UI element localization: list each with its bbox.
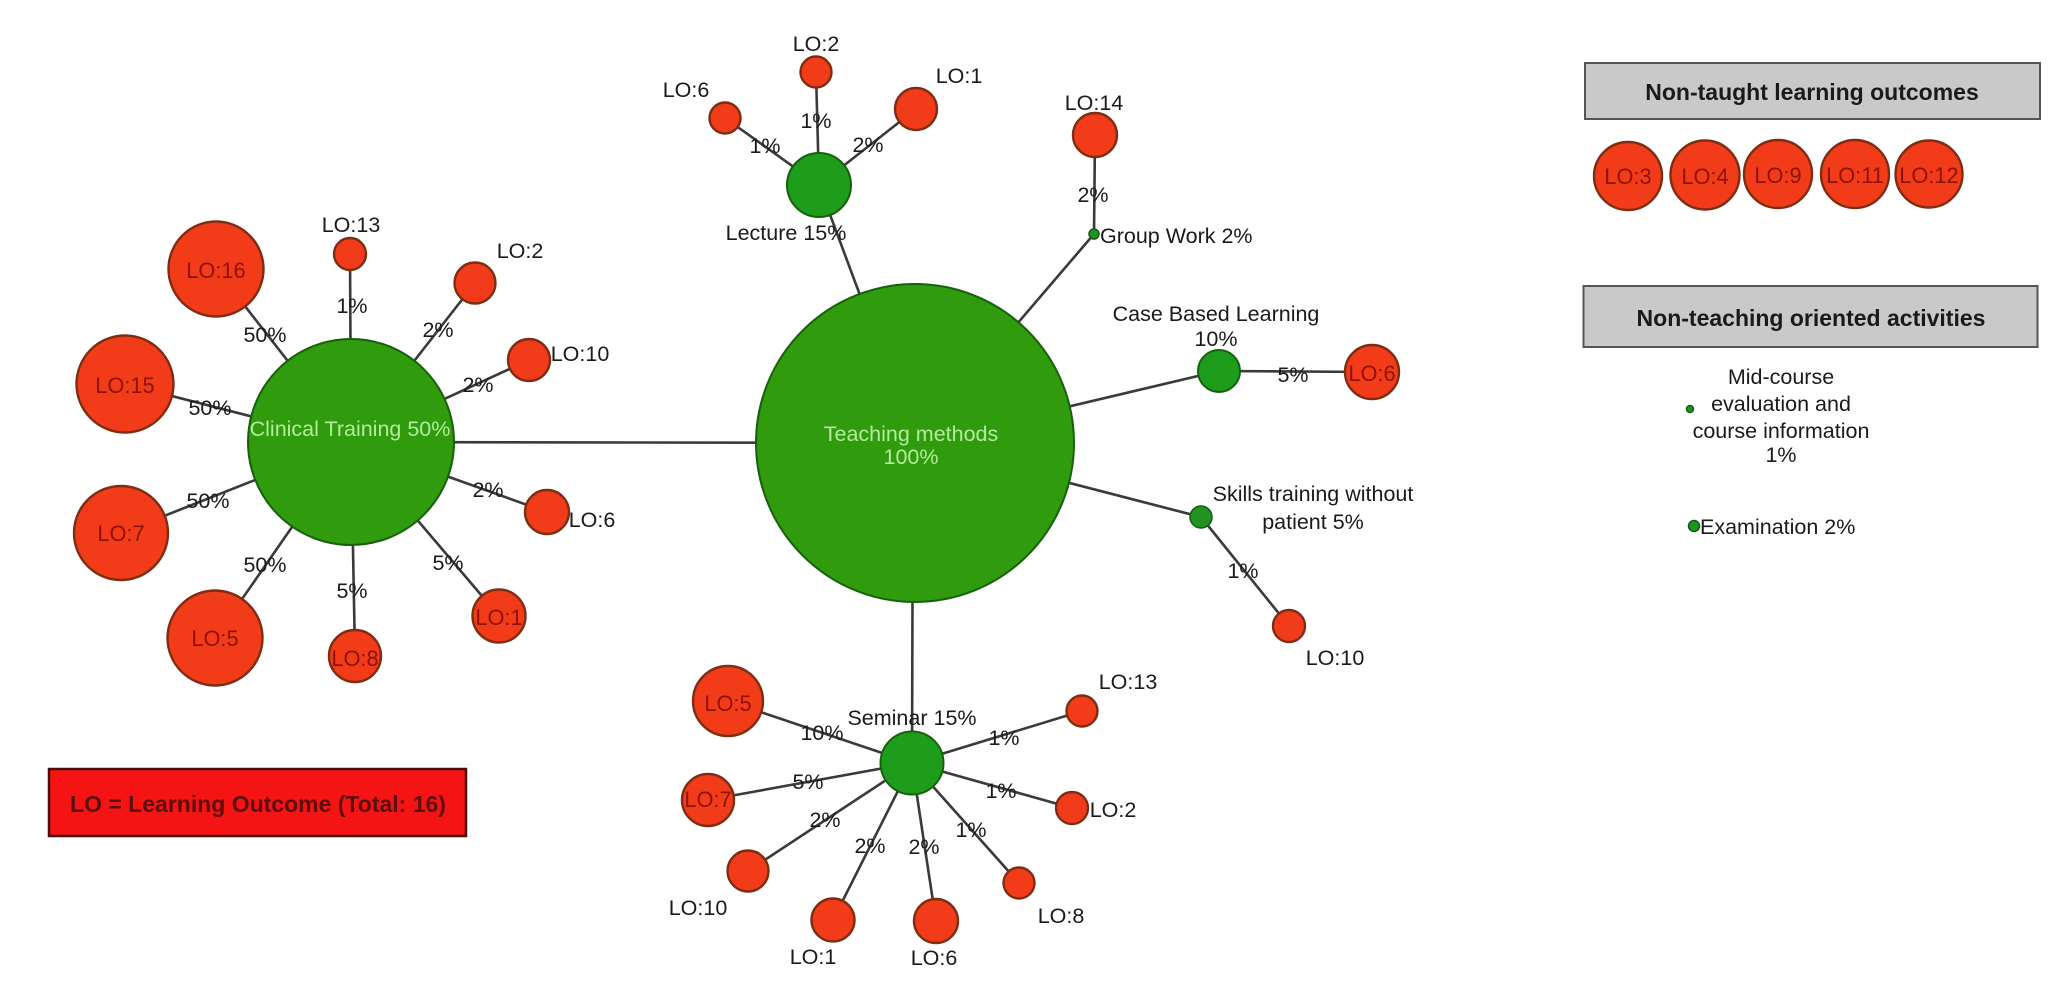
svg-text:LO:10: LO:10	[551, 342, 610, 366]
svg-text:LO:11: LO:11	[1826, 163, 1884, 188]
svg-text:LO:3: LO:3	[1604, 164, 1651, 189]
svg-text:LO:13: LO:13	[1099, 670, 1158, 694]
svg-text:Clinical Training 50%: Clinical Training 50%	[250, 417, 451, 441]
svg-text:1%: 1%	[988, 726, 1019, 750]
svg-text:LO:15: LO:15	[95, 373, 154, 398]
svg-text:2%: 2%	[852, 133, 883, 157]
svg-text:1%: 1%	[985, 779, 1016, 803]
svg-text:patient 5%: patient 5%	[1262, 510, 1364, 534]
svg-text:1%: 1%	[336, 294, 367, 318]
svg-text:LO:10: LO:10	[1306, 646, 1365, 670]
svg-text:2%: 2%	[1077, 183, 1108, 207]
svg-text:10%: 10%	[1194, 327, 1237, 351]
svg-text:2%: 2%	[809, 808, 840, 832]
svg-text:LO:1: LO:1	[475, 605, 522, 630]
svg-text:LO:6: LO:6	[1348, 361, 1395, 386]
svg-text:1%: 1%	[749, 134, 780, 158]
svg-text:Skills training without: Skills training without	[1213, 482, 1414, 506]
svg-text:Lecture 15%: Lecture 15%	[726, 221, 847, 245]
svg-text:LO:8: LO:8	[1038, 904, 1085, 928]
svg-text:LO:8: LO:8	[331, 646, 378, 671]
svg-text:LO:12: LO:12	[1899, 163, 1958, 188]
svg-text:10%: 10%	[800, 721, 843, 745]
svg-text:Non-teaching oriented activiti: Non-teaching oriented activities	[1637, 305, 1986, 331]
svg-text:50%: 50%	[243, 553, 286, 577]
svg-text:LO:6: LO:6	[663, 78, 710, 102]
svg-text:100%: 100%	[884, 445, 939, 469]
svg-text:Examination 2%: Examination 2%	[1700, 515, 1855, 539]
svg-text:LO:6: LO:6	[911, 946, 958, 970]
svg-text:5%: 5%	[336, 579, 367, 603]
svg-text:LO:16: LO:16	[186, 258, 245, 283]
svg-text:5%: 5%	[1277, 363, 1308, 387]
svg-text:LO:10: LO:10	[669, 896, 728, 920]
svg-text:1%: 1%	[1765, 443, 1796, 467]
svg-text:LO:1: LO:1	[790, 945, 837, 969]
svg-text:1%: 1%	[955, 818, 986, 842]
svg-text:LO:4: LO:4	[1681, 164, 1728, 189]
svg-text:LO:7: LO:7	[684, 787, 731, 812]
svg-text:LO:5: LO:5	[191, 626, 238, 651]
svg-text:Mid-course: Mid-course	[1728, 365, 1834, 389]
svg-text:course information: course information	[1693, 419, 1870, 443]
svg-text:evaluation and: evaluation and	[1711, 392, 1851, 416]
svg-text:LO:1: LO:1	[936, 64, 983, 88]
svg-text:Group Work 2%: Group Work 2%	[1100, 224, 1253, 248]
svg-text:Case Based Learning: Case Based Learning	[1113, 302, 1320, 326]
svg-text:1%: 1%	[1227, 559, 1258, 583]
svg-text:LO:2: LO:2	[497, 239, 544, 263]
svg-text:LO:7: LO:7	[97, 521, 144, 546]
svg-text:50%: 50%	[243, 323, 286, 347]
svg-text:2%: 2%	[422, 318, 453, 342]
svg-text:LO:5: LO:5	[704, 691, 751, 716]
svg-text:2%: 2%	[908, 835, 939, 859]
svg-text:LO:13: LO:13	[322, 213, 381, 237]
svg-text:5%: 5%	[432, 551, 463, 575]
svg-text:LO:6: LO:6	[569, 508, 616, 532]
svg-text:50%: 50%	[188, 396, 231, 420]
svg-text:LO:9: LO:9	[1754, 163, 1801, 188]
svg-text:1%: 1%	[800, 109, 831, 133]
svg-text:2%: 2%	[472, 478, 503, 502]
svg-text:2%: 2%	[462, 373, 493, 397]
svg-text:LO:14: LO:14	[1065, 91, 1124, 115]
svg-text:Non-taught learning outcomes: Non-taught learning outcomes	[1645, 79, 1979, 105]
svg-text:LO:2: LO:2	[1090, 798, 1137, 822]
svg-text:LO:2: LO:2	[793, 32, 840, 56]
svg-text:LO = Learning Outcome (Total:: LO = Learning Outcome (Total: 16)	[70, 791, 446, 817]
svg-text:50%: 50%	[186, 489, 229, 513]
svg-text:Seminar 15%: Seminar 15%	[847, 706, 976, 730]
svg-text:2%: 2%	[854, 834, 885, 858]
svg-text:5%: 5%	[792, 770, 823, 794]
svg-text:Teaching methods: Teaching methods	[824, 422, 999, 446]
